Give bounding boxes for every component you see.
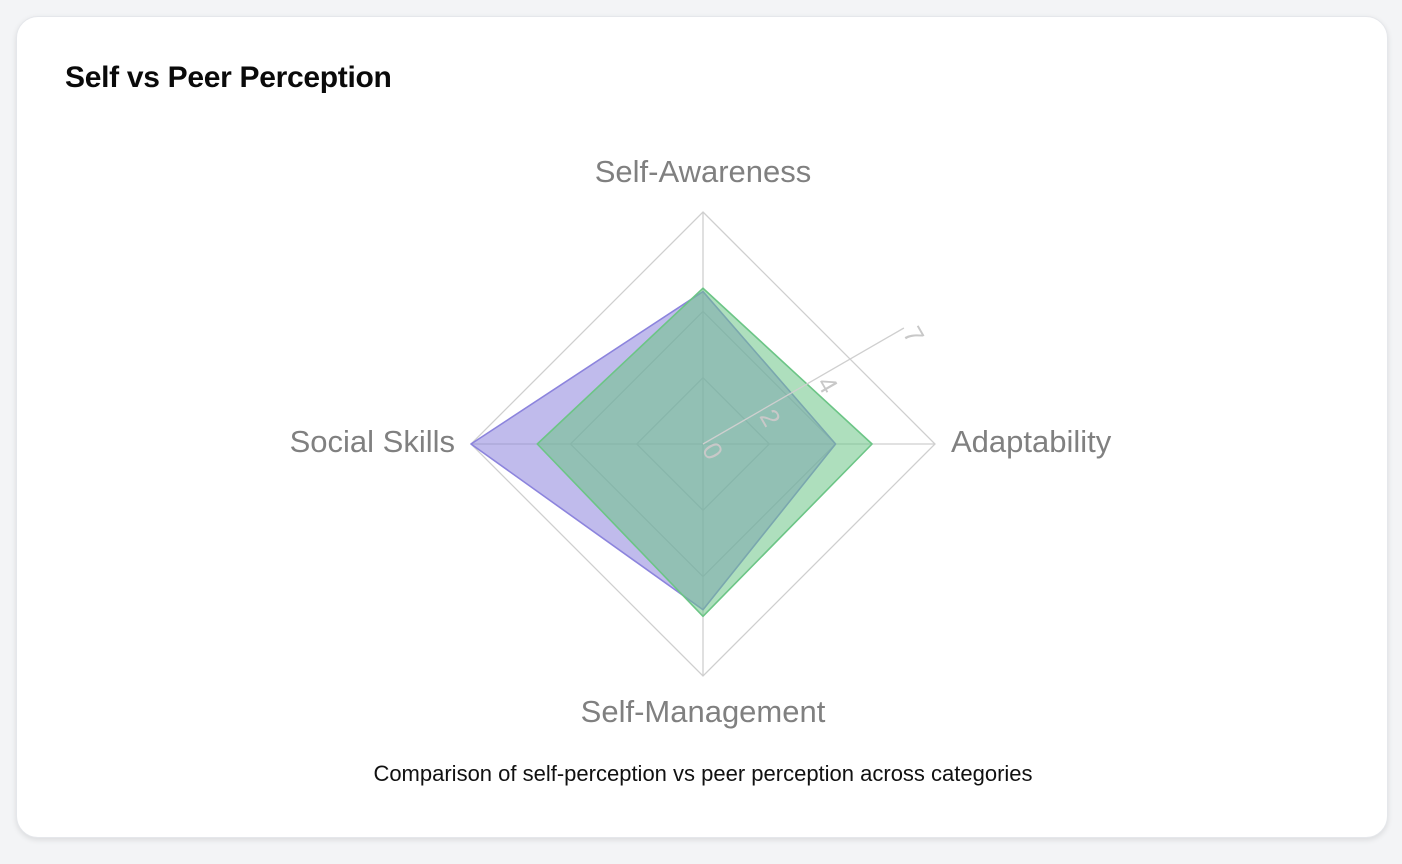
radial-tick-label: 7 <box>897 321 930 349</box>
series-area-2 <box>536 287 873 618</box>
axis-label: Self-Awareness <box>595 154 812 189</box>
chart-caption: Comparison of self-perception vs peer pe… <box>373 761 1033 786</box>
axis-label: Social Skills <box>290 424 455 459</box>
radial-tick-label: 4 <box>811 371 844 399</box>
axis-labels: Self-Awareness Adaptability Self-Managemen… <box>290 154 1112 729</box>
axis-label: Self-Management <box>581 694 826 729</box>
axis-label: Adaptability <box>951 424 1112 459</box>
radial-axis-line <box>702 327 905 445</box>
card-title: Self vs Peer Perception <box>65 61 392 94</box>
